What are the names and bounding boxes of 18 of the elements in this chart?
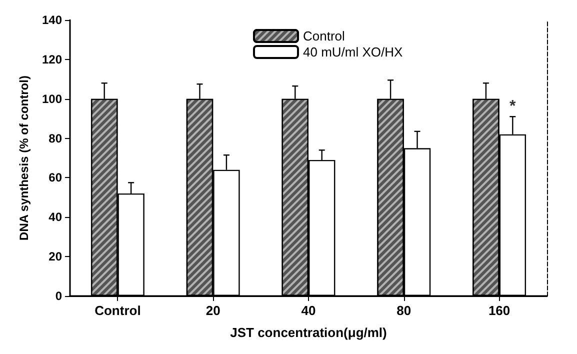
x-tick-label: 160 [488, 303, 510, 318]
y-tick-label: 80 [48, 131, 62, 146]
y-tick-label: 40 [48, 210, 62, 224]
legend-label: 40 mU/ml XO/HX [303, 44, 404, 60]
y-axis-title: DNA synthesis (% of control) [17, 76, 31, 240]
y-tick-label: 0 [55, 289, 62, 303]
x-tick-label: 80 [396, 303, 412, 318]
legend-label: Control [303, 28, 346, 44]
x-tick-label: 40 [301, 303, 316, 318]
x-axis-title: JST concentration(μg/ml) [230, 325, 387, 340]
y-tick-label: 140 [42, 13, 62, 27]
annotation: * [510, 98, 517, 116]
x-tick-label: Control [94, 303, 141, 318]
x-tick-label: 20 [206, 303, 220, 318]
y-tick-label: 60 [48, 170, 62, 185]
y-tick-label: 20 [48, 250, 62, 264]
y-tick-label: 100 [42, 92, 62, 106]
y-tick-label: 120 [42, 52, 62, 66]
